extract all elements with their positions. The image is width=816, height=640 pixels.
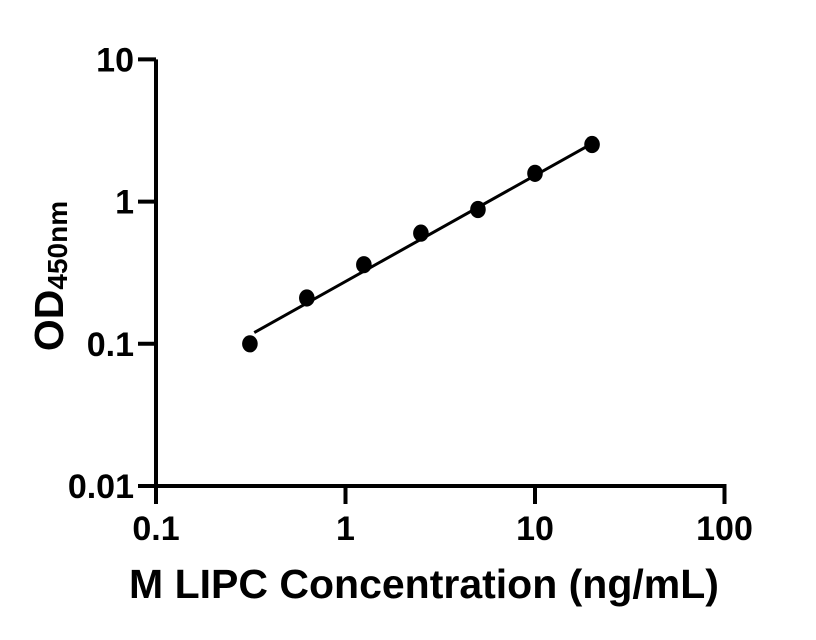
axes [154,59,727,488]
x-tick-label: 1 [336,510,355,548]
y-axis-title: OD450nm [26,201,73,351]
y-axis-ticks [138,57,156,488]
x-tick-label: 100 [696,510,753,548]
y-tick-label: 10 [96,41,134,79]
data-point [356,256,372,274]
y-tick-label: 1 [115,184,134,222]
data-points-group [242,135,600,353]
x-tick-label: 10 [516,510,554,548]
y-axis-tick-labels: 10 1 0.1 0.01 [68,41,134,506]
data-point [242,335,258,353]
y-tick-label: 0.01 [68,468,134,506]
y-axis-title-subscript: 450nm [42,201,73,290]
data-point [527,164,543,182]
x-tick-label: 0.1 [132,510,179,548]
data-point [470,200,486,219]
x-axis-ticks [154,486,727,504]
x-axis-tick-labels: 0.1 1 10 100 [132,510,753,548]
data-point [584,135,600,154]
x-axis-title: M LIPC Concentration (ng/mL) [129,561,719,607]
y-axis-title-main: OD [26,290,72,352]
data-point [299,289,315,307]
y-tick-label: 0.1 [87,326,134,364]
data-point [413,224,429,242]
